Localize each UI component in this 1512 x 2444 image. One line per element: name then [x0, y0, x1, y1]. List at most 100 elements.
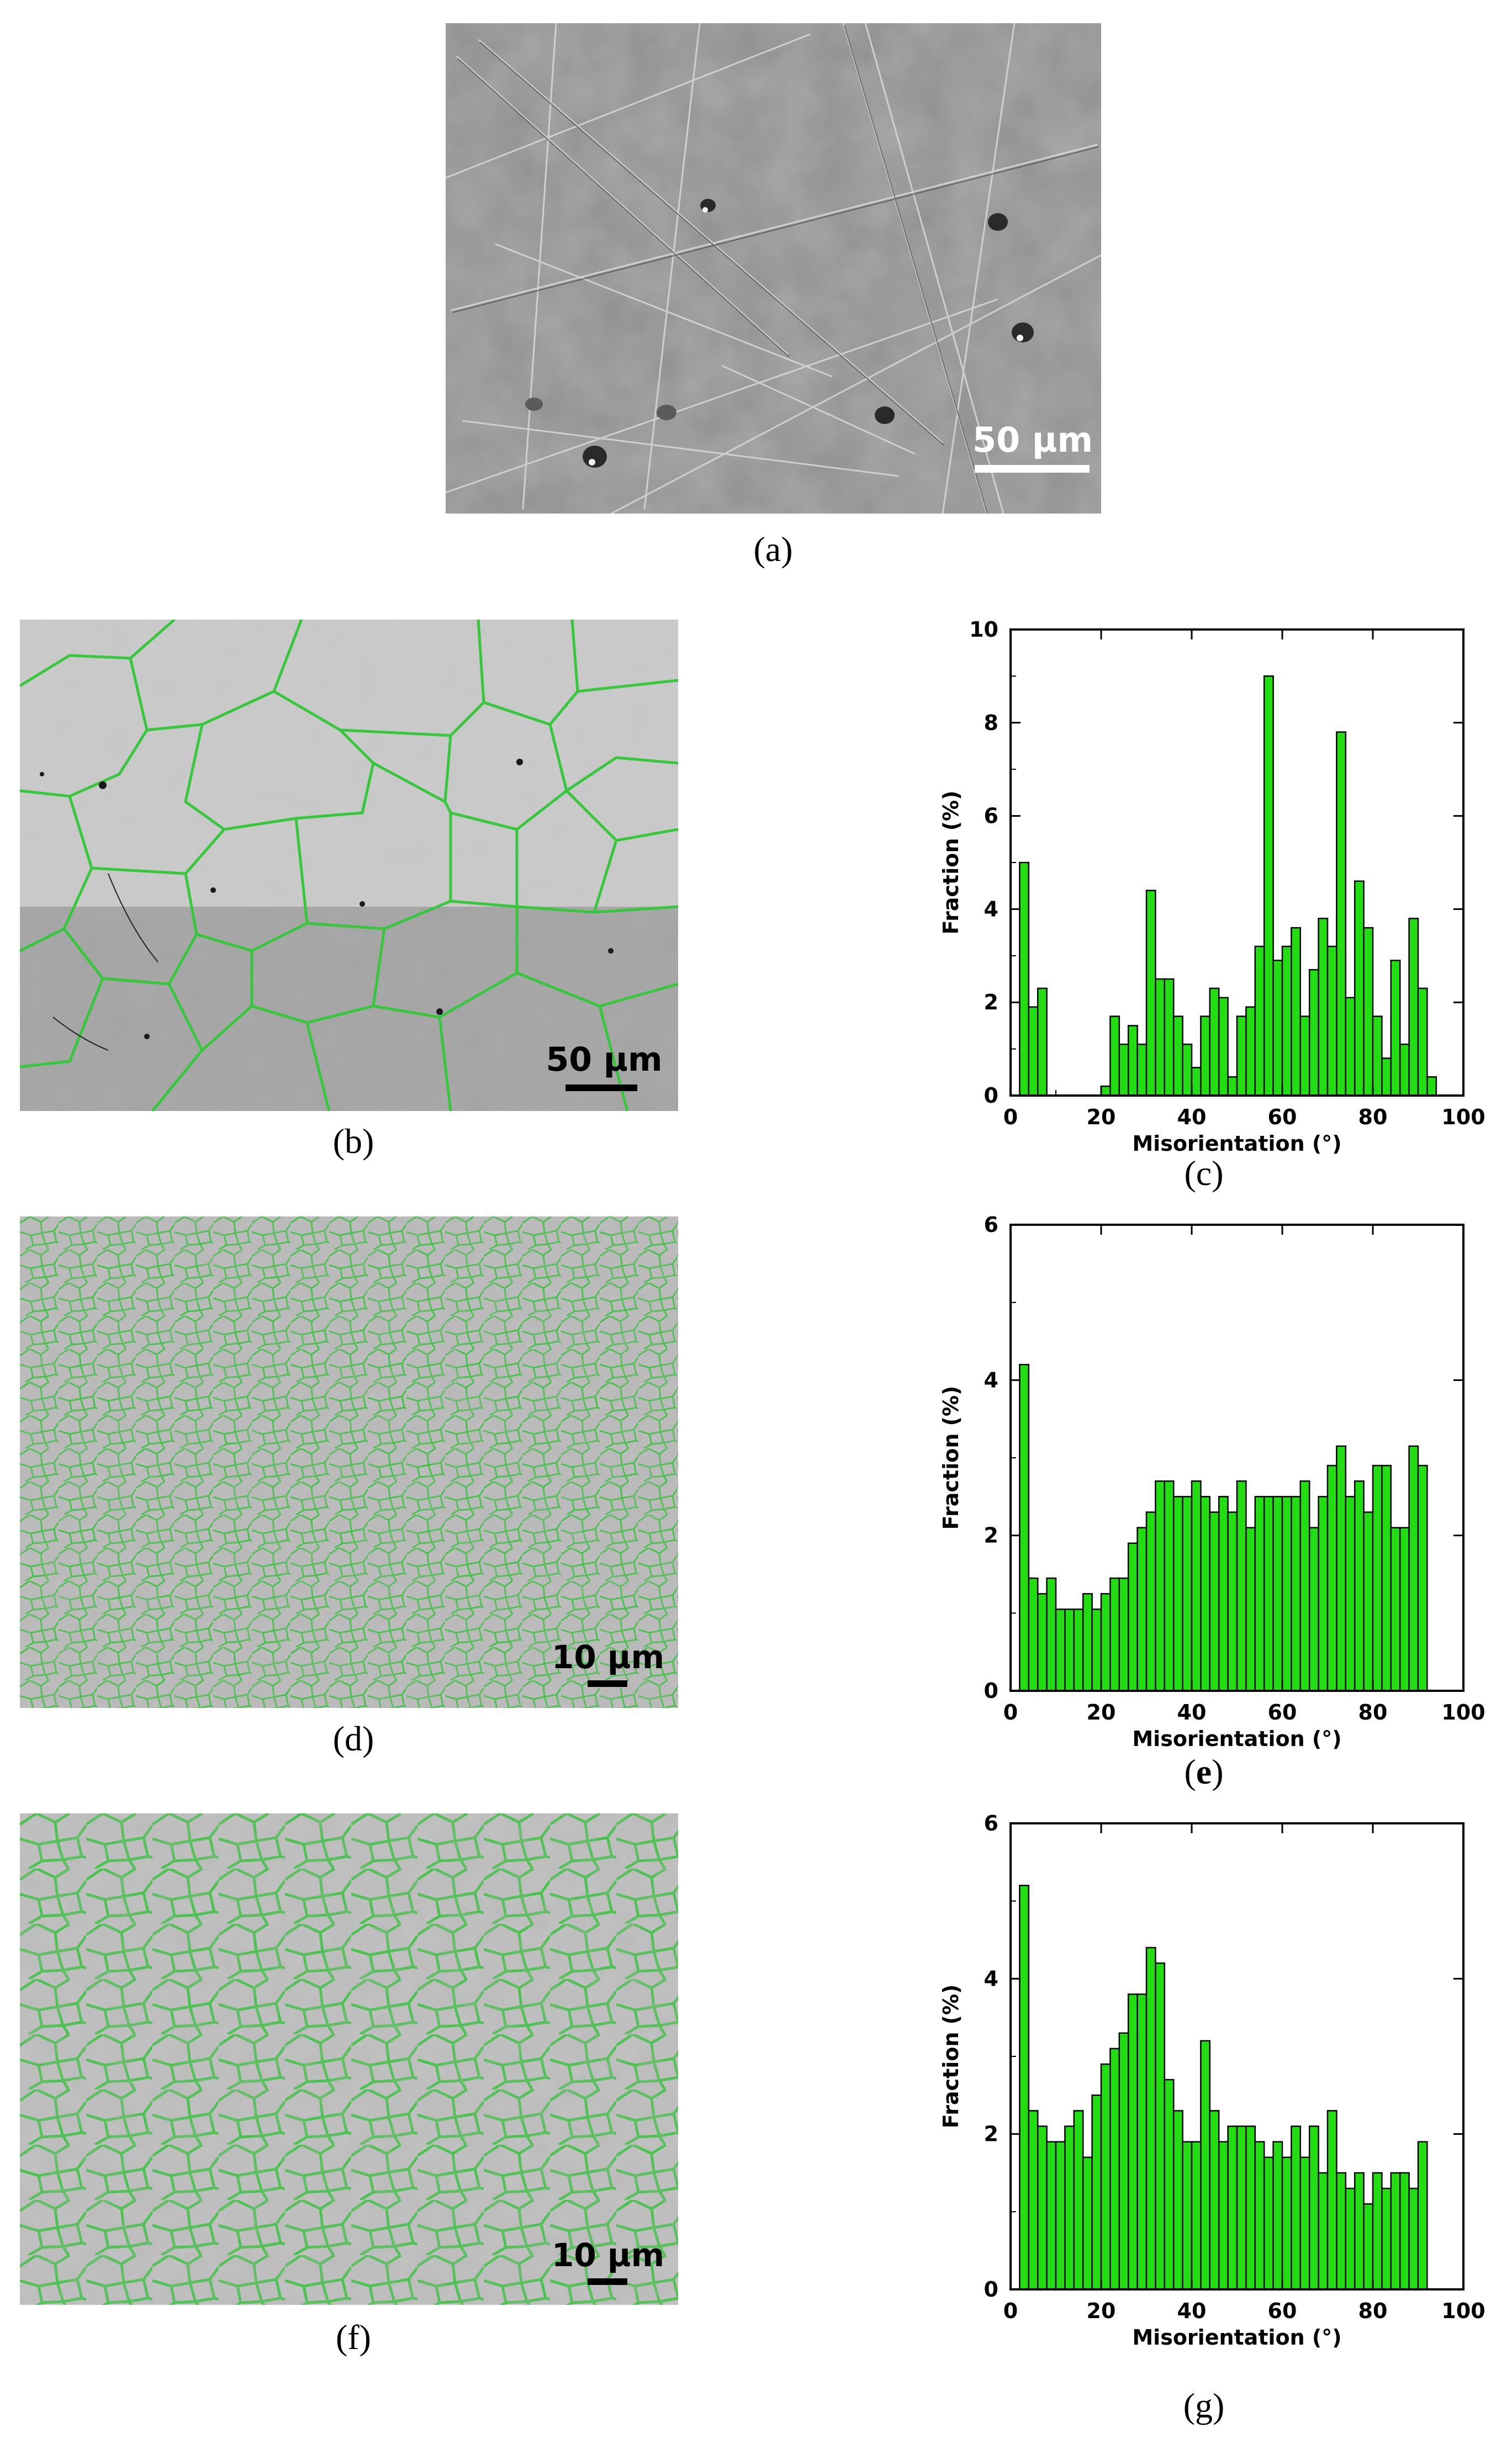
y-tick-label: 0 — [984, 1083, 998, 1108]
scale-bar — [565, 1085, 637, 1091]
y-tick-label: 4 — [984, 1966, 998, 1991]
bar — [1145, 1511, 1156, 1692]
bar — [1118, 2032, 1129, 2290]
bar — [1191, 1480, 1202, 1692]
bar — [1417, 987, 1428, 1097]
bar — [1390, 2172, 1401, 2290]
x-tick-label: 40 — [1177, 2299, 1207, 2323]
bar — [1164, 2078, 1175, 2290]
bar — [1028, 1006, 1039, 1097]
bar — [1299, 2156, 1310, 2290]
y-tick-label: 4 — [984, 1368, 998, 1392]
bar — [1218, 997, 1229, 1097]
bar — [1318, 2172, 1329, 2290]
bar — [1272, 2141, 1283, 2290]
bar — [1055, 1609, 1066, 1692]
bar — [1182, 2141, 1193, 2290]
x-tick-label: 60 — [1268, 1700, 1297, 1724]
bar — [1326, 1464, 1337, 1692]
bar — [1345, 1496, 1356, 1692]
bar — [1037, 1593, 1048, 1692]
bar — [1354, 2172, 1365, 2290]
panel-a-micrograph: 50 µm — [446, 23, 1101, 514]
bar — [1426, 1076, 1437, 1097]
caption-a: (a) — [753, 530, 793, 569]
bar — [1100, 1085, 1111, 1097]
chart-e: 0 20 40 60 80 100 0 2 4 6 Misorientation (°) Fracti… — [906, 1213, 1512, 1770]
bar — [1091, 1609, 1102, 1692]
bar — [1245, 2125, 1256, 2290]
caption-b: (b) — [332, 1122, 374, 1161]
bar — [1372, 1464, 1383, 1692]
x-tick-label: 80 — [1358, 2299, 1388, 2323]
bar — [1136, 1993, 1148, 2290]
bar — [1390, 959, 1401, 1097]
bar — [1028, 2110, 1039, 2290]
bar — [1417, 2141, 1428, 2290]
x-tick-label: 80 — [1358, 1105, 1388, 1129]
bar — [1363, 2203, 1374, 2290]
bar — [1218, 1496, 1229, 1692]
bar — [1308, 969, 1319, 1097]
bar — [1318, 1496, 1329, 1692]
scale-bar-label: 50 µm — [546, 1040, 663, 1079]
caption-d: (d) — [332, 1719, 374, 1758]
x-tick-label: 40 — [1177, 1700, 1207, 1724]
bar — [1073, 1609, 1084, 1692]
bar — [1127, 1542, 1138, 1692]
bar — [1155, 1962, 1166, 2290]
bar — [1308, 1527, 1319, 1692]
bar — [1164, 978, 1175, 1097]
bar — [1326, 945, 1337, 1097]
bar — [1109, 2048, 1120, 2290]
bar — [1082, 1593, 1093, 1692]
bar — [1263, 2156, 1274, 2290]
bar — [1363, 1511, 1374, 1692]
bar — [1399, 2172, 1410, 2290]
bar — [1055, 2141, 1066, 2290]
panel-d-micrograph: 10 µm — [20, 1216, 678, 1708]
scale-bar — [588, 2278, 627, 2285]
bar — [1019, 861, 1030, 1097]
bar — [1019, 1363, 1030, 1692]
bar — [1227, 1076, 1238, 1097]
bar — [1308, 2125, 1319, 2290]
bar — [1381, 2187, 1392, 2290]
bar — [1390, 1527, 1401, 1692]
bar — [1191, 2141, 1202, 2290]
y-tick-label: 2 — [984, 2122, 998, 2146]
x-tick-label: 20 — [1087, 2299, 1116, 2323]
x-tick-label: 60 — [1268, 2299, 1297, 2323]
bar — [1254, 2141, 1265, 2290]
bar — [1399, 1043, 1410, 1097]
panel-f-micrograph: 10 µm — [20, 1813, 678, 2305]
bar — [1172, 1496, 1183, 1692]
bar — [1037, 2125, 1048, 2290]
bar — [1064, 2125, 1075, 2290]
bar — [1263, 1496, 1274, 1692]
bar — [1218, 2141, 1229, 2290]
bar — [1326, 2110, 1337, 2290]
bar — [1345, 2187, 1356, 2290]
scale-bar — [588, 1680, 627, 1687]
chart-g: 0 20 40 60 80 100 0 2 4 6 Misorientation (°) Fracti… — [906, 1811, 1512, 2369]
bar — [1100, 1593, 1111, 1692]
x-axis-label: Misorientation (°) — [1132, 1131, 1341, 1156]
bar — [1336, 2172, 1347, 2290]
pits — [525, 199, 1034, 468]
bar — [1272, 1496, 1283, 1692]
x-tick-label: 0 — [1003, 1700, 1018, 1724]
bar — [1372, 2172, 1383, 2290]
y-tick-label: 2 — [984, 1523, 998, 1548]
bar — [1272, 959, 1283, 1097]
bar — [1281, 1496, 1292, 1692]
bar — [1291, 1496, 1302, 1692]
bar — [1318, 918, 1329, 1097]
x-tick-label: 100 — [1441, 1700, 1485, 1724]
bar — [1200, 2040, 1211, 2290]
scale-bar-label: 50 µm — [972, 420, 1093, 460]
y-axis-label: Fraction (%) — [939, 791, 963, 935]
bar — [1037, 987, 1048, 1097]
bar — [1200, 1015, 1211, 1097]
chart-c: 0 20 40 60 80 100 0 2 4 6 8 10 Misorientation (°) Fra… — [906, 617, 1512, 1175]
